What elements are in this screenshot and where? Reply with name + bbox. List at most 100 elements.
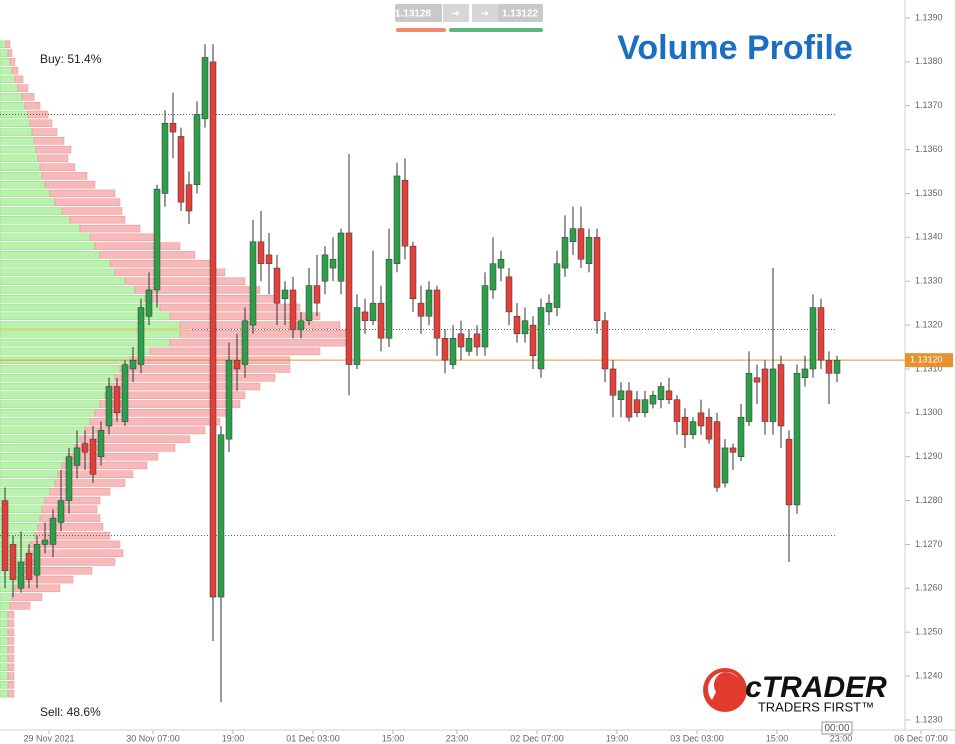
profile-buy-bar — [0, 373, 116, 382]
profile-buy-bar — [0, 259, 111, 268]
profile-buy-bar — [0, 330, 181, 338]
candle-body — [297, 320, 305, 330]
profile-sell-bar — [104, 391, 246, 400]
sell-button[interactable] — [395, 4, 442, 22]
profile-buy-bar — [0, 382, 111, 391]
candle-body — [345, 232, 353, 365]
profile-sell-bar — [7, 654, 15, 663]
candle-body — [25, 552, 33, 580]
profile-sell-bar — [24, 558, 116, 566]
profile-sell-bar — [89, 417, 221, 426]
profile-buy-bar — [0, 637, 9, 645]
profile-buy-bar — [0, 672, 9, 680]
profile-sell-bar — [21, 93, 35, 101]
y-tick-label: 1.1390 — [915, 12, 943, 22]
candle-body — [553, 263, 561, 308]
profile-buy-bar — [0, 338, 171, 347]
candle-body — [761, 368, 769, 422]
candle-body — [361, 311, 369, 321]
candle-body — [289, 289, 297, 330]
profile-buy-bar — [0, 163, 41, 171]
profile-sell-bar — [11, 593, 43, 601]
sell-share: Sell: 48.6% — [40, 705, 101, 719]
candle-body — [689, 421, 697, 436]
y-tick-label: 1.1290 — [915, 451, 943, 461]
profile-sell-bar — [7, 619, 15, 628]
candle-body — [481, 285, 489, 348]
candle-body — [257, 241, 265, 264]
current-price-box — [905, 353, 953, 368]
profile-buy-bar — [0, 347, 151, 356]
candle-body — [129, 359, 137, 370]
profile-buy-bar — [0, 444, 76, 452]
profile-sell-bar — [31, 128, 58, 136]
x-tick-label: 15:00 — [766, 733, 789, 743]
profile-buy-bar — [0, 602, 11, 610]
candle-body — [609, 368, 617, 396]
profile-buy-bar — [0, 391, 106, 400]
profile-sell-bar — [134, 286, 261, 294]
profile-buy-bar — [0, 409, 96, 417]
candle-body — [809, 307, 817, 370]
buy-share: Buy: 51.4% — [40, 52, 102, 66]
candle-body — [441, 337, 449, 361]
candle-body — [153, 188, 161, 291]
candle-body — [521, 320, 529, 335]
candle-body — [449, 337, 457, 365]
profile-sell-bar — [149, 347, 321, 356]
profile-sell-bar — [7, 610, 15, 619]
profile-sell-bar — [49, 189, 116, 198]
profile-buy-bar — [0, 277, 126, 285]
candle-body — [793, 373, 801, 506]
profile-buy-bar — [0, 479, 56, 487]
candle-body — [169, 123, 177, 133]
x-tick-label: 02 Dec 07:00 — [510, 733, 564, 743]
candle-body — [593, 237, 601, 321]
profile-buy-bar — [0, 216, 71, 224]
profile-sell-bar — [54, 198, 121, 206]
profile-buy-bar — [0, 619, 9, 628]
cursor-time: 00:00 — [824, 723, 849, 734]
candle-body — [825, 359, 833, 374]
profile-sell-bar — [7, 637, 15, 645]
candle-body — [113, 386, 121, 414]
y-tick-label: 1.1380 — [915, 56, 943, 66]
candle-body — [489, 263, 497, 291]
profile-buy-bar — [0, 180, 46, 189]
profile-buy-bar — [0, 110, 29, 119]
candle-body — [233, 359, 241, 370]
candle-body — [465, 337, 473, 352]
x-tick-label: 19:00 — [606, 733, 629, 743]
y-tick-label: 1.1330 — [915, 276, 943, 286]
profile-sell-bar — [169, 338, 351, 347]
profile-buy-bar — [0, 66, 13, 75]
profile-buy-bar — [0, 224, 81, 233]
buy-arrow[interactable] — [472, 4, 498, 22]
x-tick-label: 06 Dec 07:00 — [894, 733, 948, 743]
profile-sell-bar — [39, 163, 76, 171]
profile-buy-bar — [0, 93, 23, 101]
candle-body — [633, 399, 641, 414]
profile-sell-bar — [7, 628, 15, 636]
profile-buy-bar — [0, 251, 101, 259]
profile-buy-bar — [0, 84, 19, 92]
profile-buy-bar — [0, 417, 91, 426]
candle-body — [57, 500, 65, 523]
current-price-label: 1.13120 — [910, 355, 943, 365]
profile-sell-bar — [44, 180, 96, 189]
profile-sell-bar — [99, 400, 241, 408]
candle-body — [185, 184, 193, 212]
candles — [1, 44, 841, 703]
profile-sell-bar — [7, 663, 15, 672]
candle-body — [529, 324, 537, 357]
candle-body — [737, 416, 745, 457]
logo-swirl — [707, 671, 738, 700]
candle-body — [49, 517, 57, 545]
profile-buy-bar — [0, 452, 69, 461]
profile-sell-bar — [159, 303, 301, 312]
sell-arrow[interactable] — [443, 4, 469, 22]
candle-body — [577, 228, 585, 260]
profile-buy-bar — [0, 75, 16, 84]
buy-button[interactable] — [498, 4, 543, 22]
candle-body — [137, 307, 145, 365]
